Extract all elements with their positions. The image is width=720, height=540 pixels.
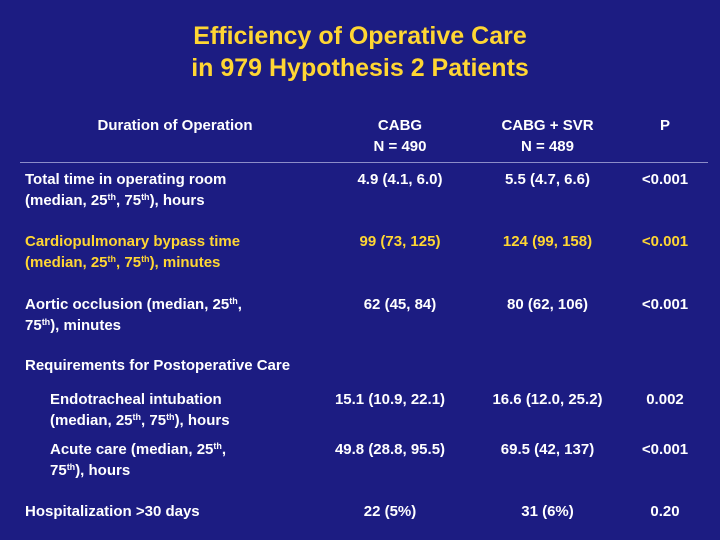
row-intubation-label-line2: (median, 25th, 75th), hours (50, 412, 230, 429)
row-aortic-cabg: 62 (45, 84) (363, 296, 437, 313)
row-or-time-label-line2: (median, 25th, 75th), hours (25, 192, 205, 209)
header-cabg-svr-n: N = 489 (521, 138, 574, 155)
row-aortic-p: <0.001 (641, 296, 689, 313)
row-or-time-svr: 5.5 (4.7, 6.6) (504, 171, 591, 188)
row-cpb-label-line1: Cardiopulmonary bypass time (25, 233, 241, 250)
header-cabg-label: CABG (377, 117, 423, 134)
row-or-time-cabg: 4.9 (4.1, 6.0) (357, 171, 443, 188)
row-or-time-p: <0.001 (641, 171, 689, 188)
header-cabg-n: N = 490 (373, 138, 427, 155)
row-intubation-p: 0.002 (646, 391, 684, 408)
header-cabg: CABG N = 490 (330, 115, 470, 157)
section-requirements: Requirements for Postoperative Care (25, 357, 291, 374)
row-or-time-label-line1: Total time in operating room (25, 171, 227, 188)
row-aortic-svr: 80 (62, 106) (507, 296, 588, 313)
row-cpb-svr: 124 (99, 158) (502, 233, 593, 250)
row-hospitalization-p: 0.20 (650, 503, 680, 520)
row-acute-cabg: 49.8 (28.8, 95.5) (334, 441, 446, 458)
row-aortic-label-line1: Aortic occlusion (median, 25th, (25, 296, 242, 313)
row-intubation-cabg: 15.1 (10.9, 22.1) (334, 391, 446, 408)
row-hospitalization-svr: 31 (6%) (521, 503, 574, 520)
row-aortic-label: Aortic occlusion (median, 25th, 75th), m… (25, 294, 325, 336)
row-acute-label: Acute care (median, 25th, 75th), hours (50, 439, 320, 481)
row-intubation-svr: 16.6 (12.0, 25.2) (492, 391, 603, 408)
slide-title: Efficiency of Operative Care in 979 Hypo… (0, 20, 720, 84)
row-cpb-p: <0.001 (641, 233, 689, 250)
title-line-1: Efficiency of Operative Care (193, 22, 527, 50)
row-intubation-label-line1: Endotracheal intubation (50, 391, 222, 408)
row-or-time-label: Total time in operating room (median, 25… (25, 169, 325, 211)
row-acute-p: <0.001 (641, 441, 689, 458)
title-line-2: in 979 Hypothesis 2 Patients (191, 54, 529, 82)
row-hospitalization-label: Hospitalization >30 days (25, 503, 200, 520)
header-duration: Duration of Operation (97, 117, 253, 134)
header-divider (20, 162, 708, 163)
row-aortic-label-line2: 75th), minutes (25, 317, 122, 334)
row-hospitalization-cabg: 22 (5%) (363, 503, 417, 520)
row-intubation-label: Endotracheal intubation (median, 25th, 7… (50, 389, 320, 431)
header-cabg-svr: CABG + SVR N = 489 (475, 115, 620, 157)
row-acute-svr: 69.5 (42, 137) (500, 441, 595, 458)
header-p: P (659, 117, 670, 134)
row-acute-label-line1: Acute care (median, 25th, (50, 441, 227, 458)
row-cpb-label: Cardiopulmonary bypass time (median, 25t… (25, 231, 325, 273)
row-acute-label-line2: 75th), hours (50, 462, 131, 479)
row-cpb-label-line2: (median, 25th, 75th), minutes (25, 254, 221, 271)
header-cabg-svr-label: CABG + SVR (501, 117, 594, 134)
row-cpb-cabg: 99 (73, 125) (359, 233, 441, 250)
